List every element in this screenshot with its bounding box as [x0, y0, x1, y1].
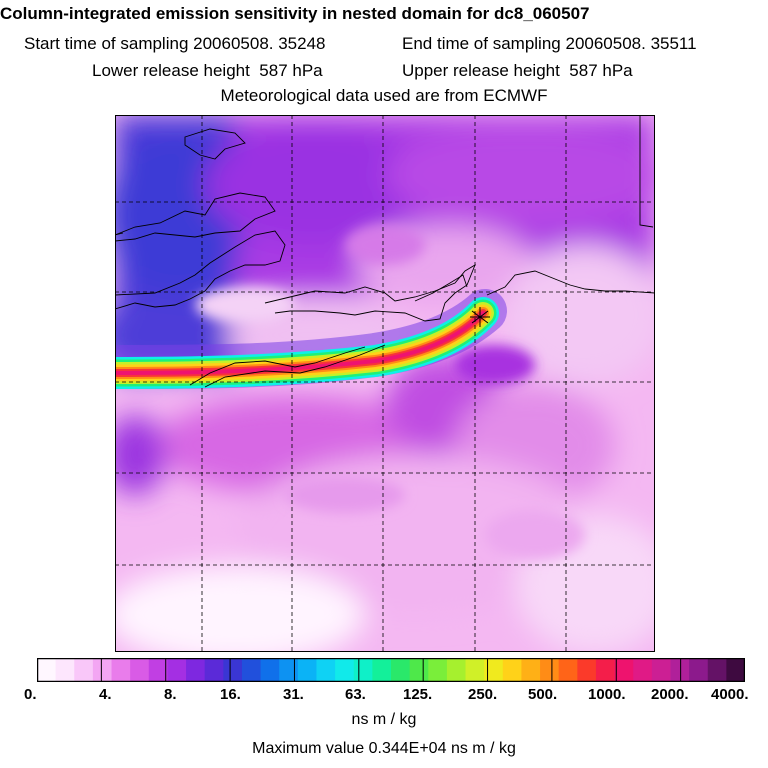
- lat-lon-grid: [115, 115, 655, 652]
- emission-sensitivity-map: [115, 115, 655, 652]
- sensitivity-detail: [195, 225, 585, 560]
- colorbar-cell: [428, 658, 448, 682]
- colorbar-frame: [37, 658, 745, 682]
- met-data-line: Meteorological data used are from ECMWF: [220, 86, 548, 105]
- max-value-label: Maximum value: [252, 740, 365, 757]
- lower-height-label: Lower release height: [92, 61, 250, 80]
- colorbar-cell: [446, 658, 467, 682]
- colorbar-cell: [55, 658, 75, 682]
- end-time-value: 20060508. 35511: [565, 34, 697, 53]
- start-time-line: Start time of sampling 20060508. 35248: [24, 34, 326, 54]
- colorbar-cell: [521, 658, 541, 682]
- tick-label: 4000.: [711, 686, 749, 703]
- colorbar-cell: [577, 658, 597, 682]
- colorbar-cell: [670, 658, 690, 682]
- tick-label: 1000.: [588, 686, 626, 703]
- colorbar-cell: [74, 658, 94, 682]
- colorbar-cell: [279, 658, 299, 682]
- colorbar-cell: [651, 658, 672, 682]
- colorbar-cell: [726, 658, 745, 682]
- colorbar-tick-lines: [100, 658, 682, 682]
- colorbar-cell: [148, 658, 169, 682]
- lower-height-value: 587 hPa: [259, 61, 323, 80]
- tick-label: 250.: [468, 686, 498, 703]
- map-frame: [115, 115, 655, 652]
- colorbar-cell: [353, 658, 373, 682]
- end-time-line: End time of sampling 20060508. 35511: [402, 34, 697, 54]
- colorbar-cell: [111, 658, 131, 682]
- colorbar-cell: [372, 658, 392, 682]
- max-value-units: ns m / kg: [450, 740, 516, 757]
- colorbar: [37, 658, 745, 682]
- colorbar-cell: [540, 658, 560, 682]
- tick-label: 16.: [220, 686, 241, 703]
- tick-label: 0.: [24, 686, 37, 703]
- colorbar-cell: [297, 658, 318, 682]
- colorbar-cell: [633, 658, 653, 682]
- plot-title: Column-integrated emission sensitivity i…: [0, 4, 590, 23]
- colorbar-cell: [595, 658, 616, 682]
- release-point-icon: [470, 307, 490, 327]
- colorbar-cell: [204, 658, 224, 682]
- colorbar-cell: [130, 658, 150, 682]
- tick-label: 8.: [164, 686, 177, 703]
- tick-label: 4.: [99, 686, 112, 703]
- upper-height-line: Upper release height 587 hPa: [402, 61, 633, 81]
- colorbar-cell: [316, 658, 336, 682]
- colorbar-cell: [614, 658, 634, 682]
- tick-label: 125.: [403, 686, 433, 703]
- colorbar-cell: [335, 658, 355, 682]
- colorbar-cell: [186, 658, 206, 682]
- colorbar-cell: [37, 658, 57, 682]
- colorbar-cell: [558, 658, 578, 682]
- start-time-label: Start time of sampling: [24, 34, 189, 53]
- colorbar-cell: [409, 658, 429, 682]
- colorbar-cell: [241, 658, 262, 682]
- start-time-value: 20060508. 35248: [193, 34, 326, 53]
- upper-height-label: Upper release height: [402, 61, 560, 80]
- colorbar-cell: [707, 658, 727, 682]
- colorbar-cell: [223, 658, 243, 682]
- colorbar-cell: [502, 658, 523, 682]
- coastlines: [115, 115, 655, 388]
- max-value: 0.344E+04: [368, 740, 447, 757]
- lower-height-line: Lower release height 587 hPa: [92, 61, 323, 81]
- colorbar-cells: [37, 658, 745, 682]
- tick-label: 2000.: [651, 686, 689, 703]
- colorbar-cell: [465, 658, 485, 682]
- colorbar-cell: [391, 658, 411, 682]
- plume-band: [115, 311, 485, 375]
- tick-label: 63.: [345, 686, 366, 703]
- colorbar-cell: [260, 658, 280, 682]
- end-time-label: End time of sampling: [402, 34, 561, 53]
- tick-label: 500.: [528, 686, 558, 703]
- colorbar-cell: [167, 658, 187, 682]
- colorbar-cell: [689, 658, 709, 682]
- tick-label: 31.: [283, 686, 304, 703]
- upper-height-value: 587 hPa: [569, 61, 633, 80]
- maximum-value-line: Maximum value 0.344E+04 ns m / kg: [0, 740, 768, 758]
- colorbar-cell: [484, 658, 504, 682]
- colorbar-units: ns m / kg: [351, 711, 417, 728]
- colorbar-cell: [92, 658, 113, 682]
